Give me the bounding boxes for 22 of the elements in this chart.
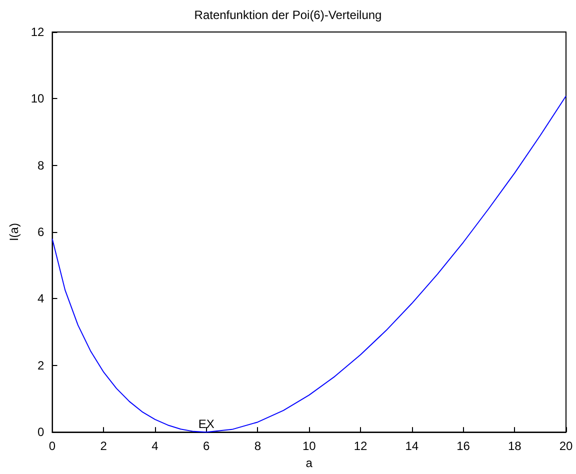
x-tick-label: 14 (405, 439, 419, 454)
y-tick-label: 2 (38, 358, 45, 372)
x-tick-label: 12 (354, 439, 368, 454)
y-tick-label: 4 (38, 292, 45, 306)
y-axis-title: I(a) (7, 223, 21, 242)
y-tick-label: 12 (30, 25, 45, 39)
y-tick-label: 0 (38, 425, 45, 440)
x-tick-label: 18 (508, 439, 522, 454)
x-tick-label: 2 (100, 439, 108, 454)
x-axis-title: a (306, 456, 313, 470)
x-tick-label: 10 (302, 439, 316, 454)
x-tick-label: 6 (203, 439, 210, 454)
chart-title: Ratenfunktion der Poi(6)-Verteilung (194, 8, 382, 22)
y-tick-label: 10 (30, 92, 45, 106)
x-tick-label: 16 (456, 439, 470, 454)
x-tick-label: 4 (152, 439, 159, 454)
x-tick-label: 8 (254, 439, 262, 454)
y-tick-label: 6 (38, 225, 45, 240)
annotation: EX (198, 417, 214, 432)
x-tick-label: 20 (559, 439, 573, 454)
x-tick-label: 0 (48, 439, 56, 454)
y-tick-label: 8 (38, 158, 45, 172)
